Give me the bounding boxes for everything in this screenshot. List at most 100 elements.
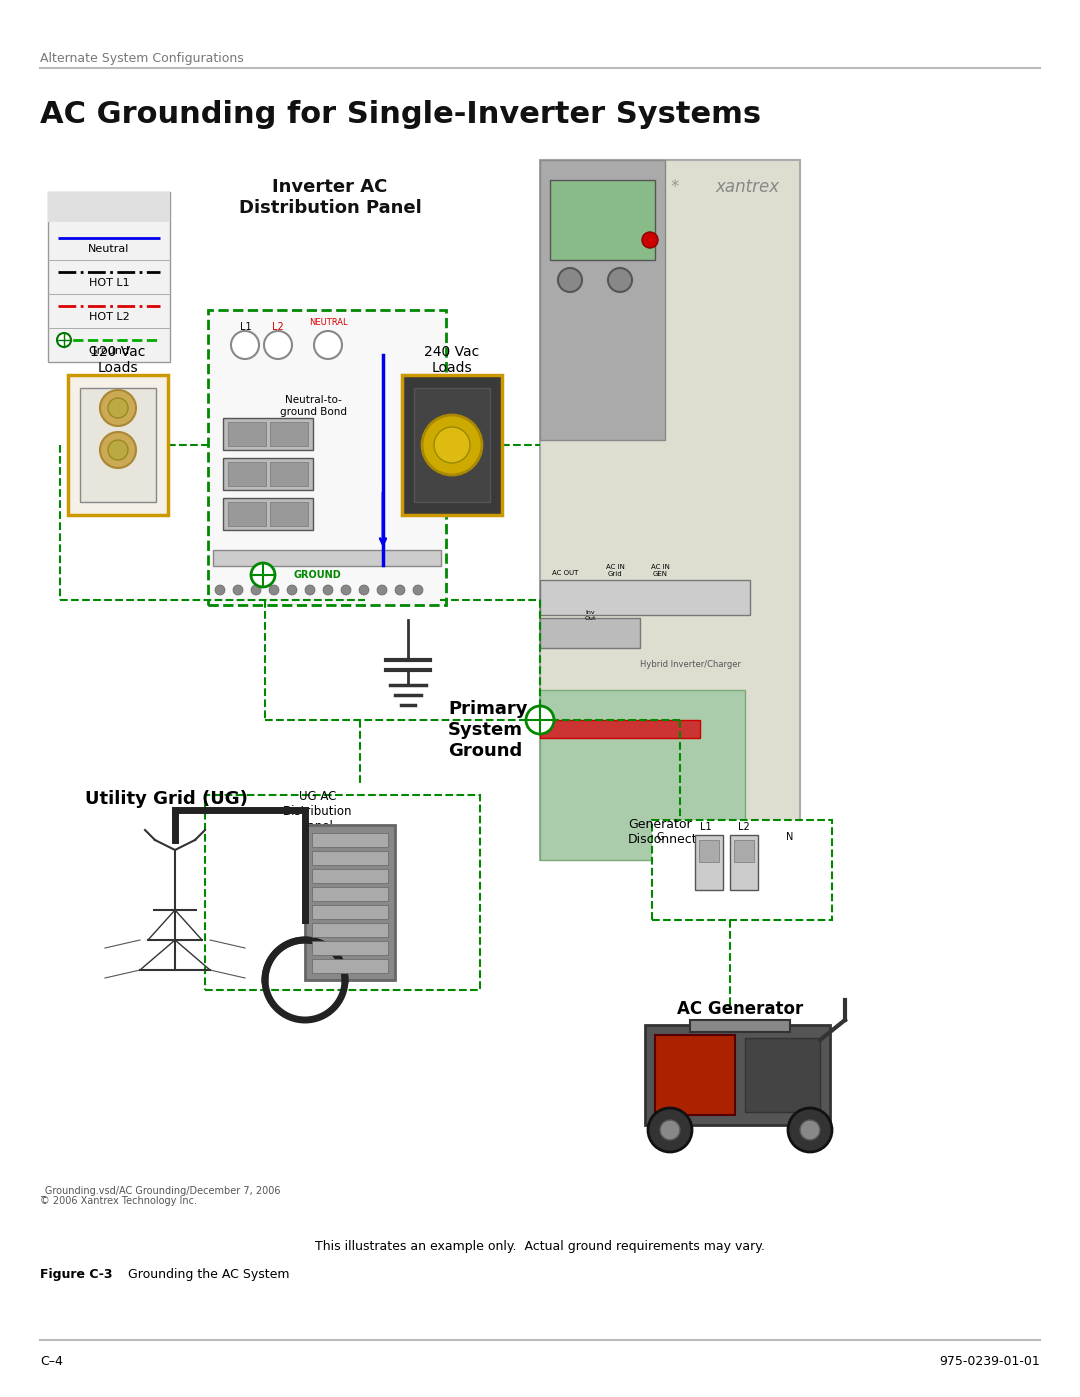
Bar — [312, 923, 388, 937]
Bar — [414, 388, 490, 502]
Bar — [312, 905, 388, 919]
Circle shape — [648, 1108, 692, 1153]
Bar — [312, 851, 388, 865]
Bar — [68, 374, 168, 515]
Text: AC IN
GEN: AC IN GEN — [650, 564, 670, 577]
Text: Utility Grid (UG): Utility Grid (UG) — [85, 789, 248, 807]
Bar — [228, 462, 266, 486]
Text: C–4: C–4 — [40, 1355, 63, 1368]
Bar — [690, 1020, 789, 1032]
Text: UG AC
Distribution
Panel: UG AC Distribution Panel — [283, 789, 353, 833]
Text: 240 Vac
Loads: 240 Vac Loads — [424, 345, 480, 376]
Bar — [270, 422, 308, 446]
Text: xantrex: xantrex — [716, 177, 780, 196]
Text: Neutral: Neutral — [89, 244, 130, 254]
Circle shape — [422, 415, 482, 475]
Bar — [270, 462, 308, 486]
Circle shape — [233, 585, 243, 595]
Circle shape — [215, 585, 225, 595]
Bar — [205, 795, 480, 990]
Text: Primary
System
Ground: Primary System Ground — [448, 700, 527, 760]
Circle shape — [251, 585, 261, 595]
Circle shape — [314, 331, 342, 359]
Bar — [213, 550, 441, 566]
Text: _Grounding.vsd/AC Grounding/December 7, 2006: _Grounding.vsd/AC Grounding/December 7, … — [40, 1185, 281, 1196]
Text: Ground: Ground — [89, 346, 130, 356]
Bar — [228, 422, 266, 446]
Bar — [745, 1038, 820, 1112]
Circle shape — [100, 432, 136, 468]
Text: AC LEGEND: AC LEGEND — [73, 197, 145, 207]
Text: Generator
Disconnect: Generator Disconnect — [627, 819, 698, 847]
Text: L1: L1 — [240, 321, 252, 332]
Text: AC Generator: AC Generator — [677, 1000, 804, 1018]
Bar — [48, 191, 170, 222]
Text: © 2006 Xantrex Technology Inc.: © 2006 Xantrex Technology Inc. — [40, 1196, 197, 1206]
Circle shape — [231, 331, 259, 359]
Circle shape — [413, 585, 423, 595]
Circle shape — [642, 232, 658, 249]
Bar — [222, 458, 313, 490]
Circle shape — [434, 427, 470, 462]
Bar — [540, 690, 745, 861]
Text: Neutral-to-
ground Bond: Neutral-to- ground Bond — [280, 395, 347, 416]
Circle shape — [269, 585, 279, 595]
Text: *: * — [670, 177, 678, 196]
Text: 975-0239-01-01: 975-0239-01-01 — [940, 1355, 1040, 1368]
Circle shape — [608, 268, 632, 292]
Text: L2: L2 — [272, 321, 284, 332]
Text: GROUND: GROUND — [293, 570, 341, 580]
Text: Grounding the AC System: Grounding the AC System — [120, 1268, 289, 1281]
Bar — [540, 161, 665, 440]
Bar — [550, 180, 654, 260]
Bar — [730, 835, 758, 890]
Text: N: N — [786, 833, 794, 842]
Text: AC IN
Grid: AC IN Grid — [606, 564, 624, 577]
Text: HOT L2: HOT L2 — [89, 312, 130, 321]
Circle shape — [788, 1108, 832, 1153]
Text: G: G — [657, 833, 664, 842]
Text: HOT L1: HOT L1 — [89, 278, 130, 288]
Circle shape — [57, 332, 71, 346]
Text: Figure C-3: Figure C-3 — [40, 1268, 112, 1281]
Bar — [540, 617, 640, 648]
Bar — [228, 502, 266, 527]
Bar — [312, 833, 388, 847]
Bar — [80, 388, 156, 502]
Bar — [699, 840, 719, 862]
Bar — [540, 719, 700, 738]
Text: 120 Vac
Loads: 120 Vac Loads — [91, 345, 146, 376]
Bar — [734, 840, 754, 862]
Bar — [305, 826, 395, 981]
Bar — [402, 374, 502, 515]
Text: This illustrates an example only.  Actual ground requirements may vary.: This illustrates an example only. Actual… — [315, 1241, 765, 1253]
Text: AC OUT: AC OUT — [552, 570, 578, 576]
Circle shape — [323, 585, 333, 595]
Bar — [312, 869, 388, 883]
Bar — [696, 835, 723, 890]
Bar — [540, 580, 750, 615]
Bar — [222, 418, 313, 450]
Circle shape — [264, 331, 292, 359]
Bar — [222, 497, 313, 529]
Bar — [654, 1035, 735, 1115]
Text: Inv
Out: Inv Out — [584, 610, 596, 620]
Circle shape — [359, 585, 369, 595]
Bar — [208, 310, 446, 605]
Circle shape — [100, 390, 136, 426]
Circle shape — [395, 585, 405, 595]
Circle shape — [526, 705, 554, 733]
Bar — [48, 191, 170, 362]
Text: Inverter AC
Distribution Panel: Inverter AC Distribution Panel — [239, 177, 421, 217]
Bar — [270, 502, 308, 527]
Bar — [645, 1025, 831, 1125]
Circle shape — [558, 268, 582, 292]
Circle shape — [251, 563, 275, 587]
Circle shape — [108, 398, 129, 418]
Text: L1: L1 — [700, 821, 712, 833]
Text: L2: L2 — [738, 821, 750, 833]
Text: Alternate System Configurations: Alternate System Configurations — [40, 52, 244, 66]
Text: AC Grounding for Single-Inverter Systems: AC Grounding for Single-Inverter Systems — [40, 101, 761, 129]
Circle shape — [305, 585, 315, 595]
Circle shape — [800, 1120, 820, 1140]
